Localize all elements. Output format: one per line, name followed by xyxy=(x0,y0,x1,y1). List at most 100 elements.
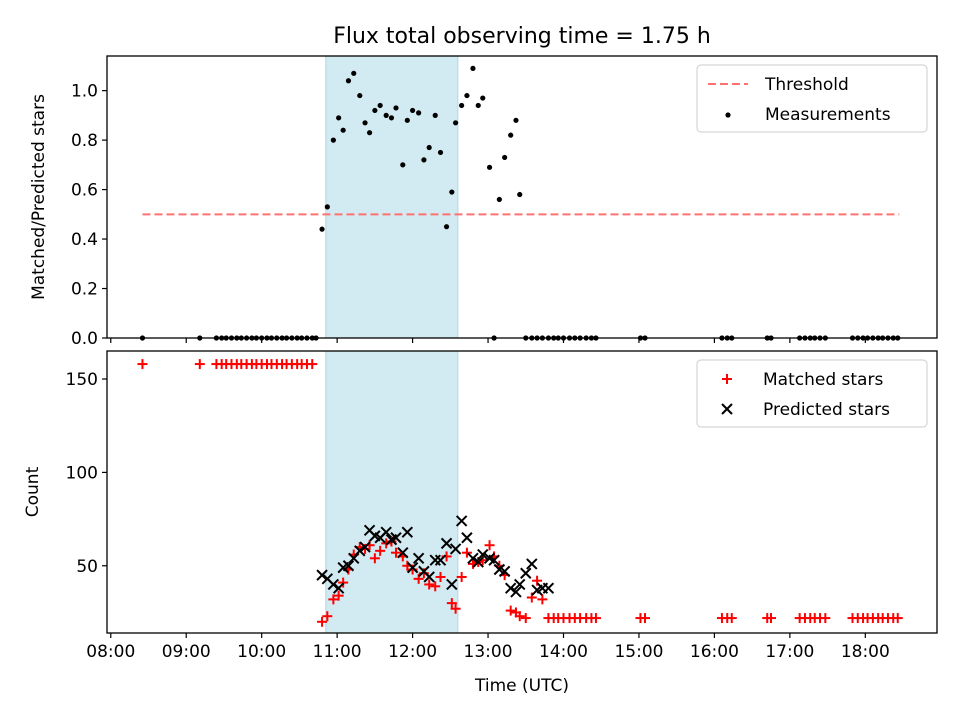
predicted-star-point-b xyxy=(397,546,409,559)
predicted-star-point-b xyxy=(510,586,522,598)
measurement-point xyxy=(421,157,427,163)
measurement-point xyxy=(480,95,486,101)
top-legend: Threshold Measurements xyxy=(696,64,928,133)
measurement-point xyxy=(508,132,514,138)
measurements-legend-label: Measurements xyxy=(765,105,891,125)
top-y-ticks: 0.0 0.2 0.4 0.6 0.8 1.0 xyxy=(71,82,107,349)
measurement-point xyxy=(459,102,465,109)
bottom-x-tick-label: 14:00 xyxy=(539,642,588,662)
top-y-tick-label: 0.2 xyxy=(71,280,98,300)
predicted-star-point-b xyxy=(316,569,328,581)
predicted-star-point-b xyxy=(434,554,447,566)
predicted-star-point xyxy=(401,526,414,538)
predicted-star-point xyxy=(359,541,371,553)
predicted-star-point xyxy=(423,571,435,583)
bottom-legend-box xyxy=(696,359,928,428)
predicted-star-point-b xyxy=(440,537,453,550)
top-observing-span xyxy=(325,55,459,339)
bottom-y-tick-label: 150 xyxy=(66,370,98,390)
measurement-point xyxy=(330,137,336,143)
bottom-plot-area xyxy=(137,350,903,634)
predicted-star-point xyxy=(327,578,340,591)
bottom-x-tick-label: 15:00 xyxy=(614,642,663,662)
measurement-point xyxy=(464,92,470,99)
matched-legend-marker xyxy=(722,374,732,384)
predicted-star-point xyxy=(380,526,392,538)
predicted-star-point-b xyxy=(342,560,355,572)
predicted-star-point-b xyxy=(472,556,484,568)
matched-star-point xyxy=(435,571,446,582)
top-y-tick-label: 0.8 xyxy=(71,131,98,151)
predicted-legend-marker xyxy=(721,403,733,415)
predicted-star-point xyxy=(498,565,511,578)
measurement-point xyxy=(362,120,368,126)
bottom-observing-span xyxy=(325,350,459,634)
matched-star-point xyxy=(424,579,435,590)
predicted-star-point-b xyxy=(449,543,462,555)
top-y-tick-label: 1.0 xyxy=(71,82,98,102)
predicted-star-point xyxy=(542,582,555,594)
matched-star-point xyxy=(317,616,328,627)
matched-star-point xyxy=(505,605,516,616)
matched-star-point xyxy=(514,611,525,622)
predicted-star-point-b xyxy=(455,515,468,527)
matched-star-point xyxy=(328,594,339,605)
measurement-point xyxy=(324,204,330,210)
predicted-star-point-b xyxy=(406,561,419,574)
predicted-star-point-b xyxy=(327,578,340,591)
predicted-star-point xyxy=(520,567,532,579)
predicted-star-point-b xyxy=(423,571,435,583)
predicted-star-point-b xyxy=(321,573,334,585)
top-plot-area xyxy=(139,55,901,341)
bottom-panel: 50 100 150 08:00 09:00 10:00 11:00 12:00 13:00 1… xyxy=(23,350,938,696)
predicted-star-point xyxy=(455,515,468,527)
matched-star-point xyxy=(338,577,349,588)
matched-star-point xyxy=(820,613,831,624)
predicted-star-point xyxy=(467,552,479,565)
matched-star-point xyxy=(446,598,457,609)
measurements-legend-swatch xyxy=(725,112,731,118)
top-axes-frame xyxy=(106,55,938,339)
matched-star-point xyxy=(333,590,344,601)
measurement-point xyxy=(496,196,502,203)
measurement-point xyxy=(345,78,352,84)
measurement-point xyxy=(336,115,342,121)
bottom-legend: Matched stars Predicted stars xyxy=(696,359,928,428)
predicted-star-point-b xyxy=(401,526,414,538)
predicted-star-point xyxy=(390,532,402,544)
predicted-star-point-b xyxy=(348,552,360,565)
measurement-point xyxy=(340,127,346,133)
measurement-point xyxy=(513,117,519,123)
matched-star-point xyxy=(390,547,401,558)
measurement-point xyxy=(486,164,493,170)
measurement-point xyxy=(404,117,410,123)
measurement-point xyxy=(319,226,325,232)
predicted-star-point xyxy=(477,548,489,561)
measurement-point xyxy=(377,102,383,109)
matched-star-point xyxy=(307,359,318,370)
matched-star-point xyxy=(375,545,386,556)
top-panel: 0.0 0.2 0.4 0.6 0.8 1.0 Matched/Predicted sta… xyxy=(29,55,938,349)
predicted-star-point-b xyxy=(477,548,489,561)
matched-star-point xyxy=(520,613,531,624)
bottom-x-tick-label: 10:00 xyxy=(237,642,286,662)
predicted-star-point xyxy=(316,569,328,581)
top-legend-box xyxy=(696,64,928,133)
predicted-star-point xyxy=(446,578,458,591)
bottom-x-tick-label: 17:00 xyxy=(765,642,814,662)
matched-star-point xyxy=(381,538,392,549)
predicted-star-point-b xyxy=(380,526,392,538)
predicted-star-point-b xyxy=(412,552,425,565)
bottom-x-tick-label: 13:00 xyxy=(464,642,513,662)
bottom-y-tick-label: 100 xyxy=(66,463,98,483)
top-y-tick-label: 0.4 xyxy=(71,230,98,250)
predicted-star-point-b xyxy=(390,532,402,544)
matched-star-point xyxy=(461,547,472,558)
predicted-star-point-b xyxy=(493,563,506,576)
predicted-star-point xyxy=(348,552,360,565)
bottom-x-tick-label: 18:00 xyxy=(841,642,890,662)
measurement-point xyxy=(372,107,378,114)
measurement-point xyxy=(416,110,422,116)
measurement-point xyxy=(393,105,399,111)
matched-star-point xyxy=(137,359,148,370)
